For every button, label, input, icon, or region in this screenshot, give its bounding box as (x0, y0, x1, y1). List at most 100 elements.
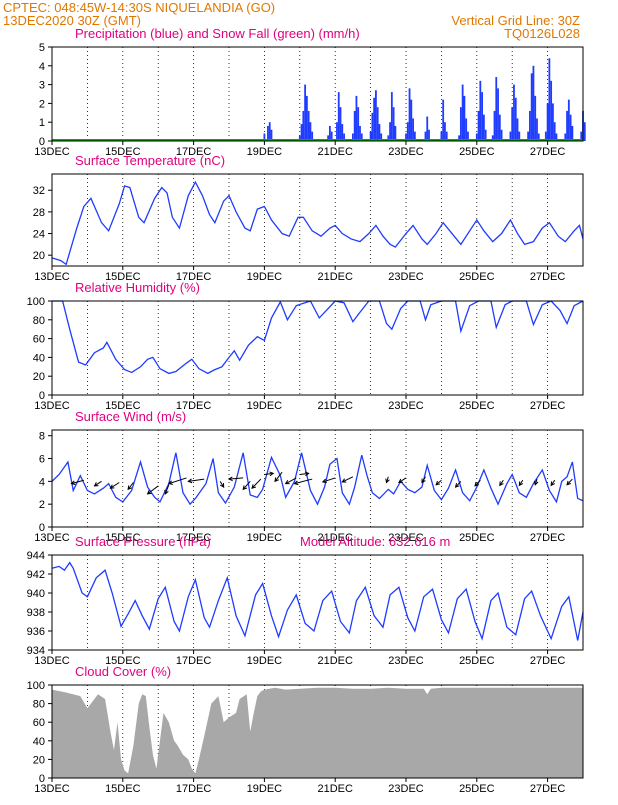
wind-arrow-head (321, 478, 327, 484)
y-tick-label: 6 (39, 454, 45, 466)
wind-arrow (188, 478, 205, 482)
panel-frame (51, 300, 584, 396)
x-tick-label: 17DEC (176, 783, 212, 795)
series-line (51, 561, 584, 641)
panel-title: Relative Humidity (%) (75, 280, 200, 295)
y-tick-label: 100 (27, 680, 45, 692)
panel-title: Surface Temperature (nC) (75, 153, 225, 168)
x-tick-label: 27DEC (530, 400, 566, 412)
precip-bar (327, 135, 330, 141)
precip-bar (410, 99, 413, 141)
wind-arrow (242, 481, 251, 490)
wind-arrow-head (385, 478, 390, 484)
y-tick-label: 8 (39, 431, 45, 443)
precip-bar (479, 80, 482, 141)
precip-bar (553, 122, 556, 141)
precip-bar (360, 133, 363, 141)
precip-bar (552, 103, 554, 141)
x-tick-label: 27DEC (530, 783, 566, 795)
wind-arrow-head (518, 481, 524, 487)
x-tick-label: 21DEC (317, 400, 353, 412)
precip-bar (305, 95, 308, 141)
precip-bar (583, 122, 586, 141)
wind-arrow-head (398, 478, 403, 484)
precip-bar (352, 133, 354, 141)
wind-arrow (421, 476, 426, 483)
x-tick-label: 17DEC (176, 146, 212, 158)
precip-bar (550, 80, 553, 141)
header-grid-note: Vertical Grid Line: 30Z (451, 13, 580, 28)
precip-bar (529, 110, 531, 141)
y-tick-label: 1 (39, 117, 45, 129)
wind-arrow (110, 482, 120, 489)
wind-arrow-head (167, 480, 173, 485)
y-tick-label: 938 (27, 607, 45, 619)
precip-bar (298, 135, 301, 141)
x-tick-label: 19DEC (247, 271, 283, 283)
x-tick-label: 23DEC (388, 783, 424, 795)
precip-bar (527, 131, 530, 141)
wind-arrow-head (127, 485, 132, 491)
precip-bar (546, 103, 549, 141)
x-tick-label: 15DEC (105, 146, 141, 158)
precip-bar (467, 131, 469, 141)
y-tick-label: 100 (27, 296, 45, 308)
y-tick-label: 28 (33, 207, 45, 219)
x-tick-label: 25DEC (459, 271, 495, 283)
precip-bar (444, 122, 446, 141)
x-tick-label: 13DEC (34, 783, 70, 795)
precip-bar (493, 110, 496, 141)
panel-title: Surface Pressure (hPa) (75, 534, 211, 549)
x-tick-label: 27DEC (530, 271, 566, 283)
y-tick-label: 0 (39, 390, 45, 402)
y-tick-label: 940 (27, 588, 45, 600)
x-tick-label: 19DEC (247, 400, 283, 412)
precip-bar (509, 131, 512, 141)
x-tick-label: 21DEC (317, 783, 353, 795)
x-tick-label: 25DEC (459, 400, 495, 412)
wind-arrow-head (550, 481, 555, 487)
wind-arrow (342, 476, 354, 483)
precip-bar (495, 77, 498, 141)
panel-title: Precipitation (blue) and Snow Fall (gree… (75, 26, 360, 41)
precip-bar (359, 125, 361, 141)
wind-arrow (147, 485, 159, 495)
precip-bar (440, 131, 443, 141)
precip-bar (406, 122, 409, 141)
panel-frame (51, 173, 584, 267)
wind-arrow-head (421, 478, 426, 484)
precip-bar (357, 107, 360, 141)
precip-bar (339, 107, 342, 141)
x-tick-label: 15DEC (105, 655, 141, 667)
y-tick-label: 2 (39, 98, 45, 110)
precip-bar (380, 133, 383, 141)
x-tick-label: 27DEC (530, 532, 566, 544)
panel-4: 934 936 938 940 942 944 13DEC 15DEC 17DEC 19DEC 21… (27, 534, 584, 667)
y-tick-label: 60 (33, 717, 45, 729)
wind-arrow (127, 482, 134, 490)
precip-bar (426, 116, 429, 141)
precip-bar (412, 118, 414, 141)
y-tick-label: 0 (39, 136, 45, 148)
y-tick-label: 20 (33, 754, 45, 766)
wind-arrow-head (146, 490, 152, 495)
x-tick-label: 13DEC (34, 400, 70, 412)
y-tick-label: 5 (39, 42, 45, 54)
y-tick-label: 2 (39, 499, 45, 511)
precip-bar (482, 114, 485, 141)
y-tick-label: 60 (33, 334, 45, 346)
precip-bar (307, 110, 310, 141)
wind-arrow-head (164, 489, 169, 495)
wind-arrow (219, 481, 225, 488)
y-tick-label: 32 (33, 185, 45, 197)
y-tick-label: 40 (33, 352, 45, 364)
wind-arrow-head (284, 480, 290, 485)
precip-bar (537, 133, 540, 141)
wind-arrow-head (454, 483, 460, 488)
precip-bar (311, 131, 314, 141)
panel-title: Cloud Cover (%) (75, 664, 171, 679)
precip-bar (564, 133, 567, 141)
wind-arrow-head (474, 481, 479, 487)
precip-bar (343, 133, 345, 141)
wind-arrow (294, 478, 313, 485)
